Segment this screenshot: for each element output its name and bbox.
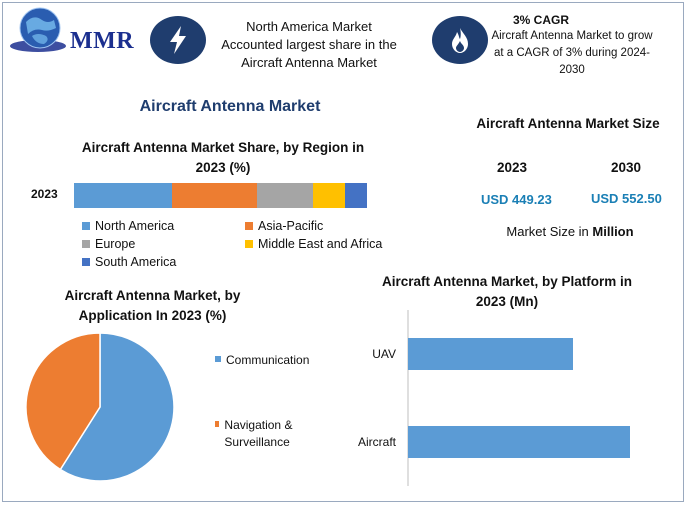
- logo: MMR: [8, 4, 138, 60]
- region-bar-segment-middle-east-and-africa: [312, 183, 345, 208]
- platform-tick-label-aircraft: Aircraft: [358, 435, 397, 449]
- pie-slice-communication: [59, 332, 175, 482]
- region-bar-segment-asia-pacific: [172, 183, 258, 208]
- market-size-value-2023: USD 449.23: [481, 192, 552, 207]
- legend-swatch-asia-pacific: [245, 222, 253, 230]
- platform-tick-label-uav: UAV: [372, 347, 396, 361]
- legend-item-middle-east-africa: Middle East and Africa: [245, 237, 382, 251]
- platform-bar-chart: UAV Aircraft: [358, 310, 630, 486]
- header-text-north-america: North America Market Accounted largest s…: [221, 19, 397, 70]
- market-size-note: Market Size in Million: [470, 224, 670, 239]
- region-stacked-bar: [74, 183, 367, 208]
- header-icon-circle-1: [150, 16, 206, 64]
- main-title: Aircraft Antenna Market: [139, 98, 321, 115]
- logo-text: MMR: [70, 28, 135, 54]
- market-size-note-prefix: Market Size in: [506, 224, 593, 239]
- legend-label-europe: Europe: [95, 237, 136, 251]
- legend-item-north-america: North America: [82, 219, 174, 233]
- cagr-text: Aircraft Antenna Market to grow at a CAG…: [491, 30, 653, 76]
- market-size-value-2030: USD 552.50: [591, 191, 662, 206]
- legend-label-asia-pacific: Asia-Pacific: [258, 219, 324, 233]
- legend-item-south-america: South America: [82, 255, 176, 269]
- legend-swatch-europe: [82, 240, 90, 248]
- pie-slice-navigation-surveillance: [25, 332, 101, 471]
- pie-legend-swatch-communication: [215, 356, 221, 362]
- pie-legend-communication: Communication: [215, 352, 309, 369]
- application-chart-title: Aircraft Antenna Market, by Application …: [64, 288, 241, 323]
- pie-legend-label-navigation: Navigation & Surveillance: [224, 418, 293, 449]
- application-pie-chart: [25, 332, 175, 482]
- cagr-title: 3% CAGR: [512, 13, 569, 27]
- region-bar-segment-europe: [257, 183, 313, 208]
- legend-item-asia-pacific: Asia-Pacific: [245, 219, 323, 233]
- legend-label-north-america: North America: [95, 219, 175, 233]
- pie-legend-swatch-navigation: [215, 421, 220, 427]
- header-icon-circle-2: [432, 16, 488, 64]
- legend-label-middle-east-africa: Middle East and Africa: [258, 237, 383, 251]
- infographic-frame: [2, 2, 684, 502]
- legend-label-south-america: South America: [95, 255, 177, 269]
- market-size-year-2023: 2023: [497, 160, 528, 175]
- market-size-year-2030: 2030: [611, 160, 642, 175]
- platform-chart-title: Aircraft Antenna Market, by Platform in …: [381, 274, 633, 309]
- globe-icon: [10, 7, 66, 52]
- platform-bar-uav: [408, 338, 573, 370]
- market-size-note-unit: Million: [592, 224, 634, 239]
- pie-legend-navigation: Navigation & Surveillance: [215, 417, 325, 451]
- market-size-title: Aircraft Antenna Market Size: [476, 116, 660, 131]
- platform-bar-aircraft: [408, 426, 630, 458]
- legend-swatch-north-america: [82, 222, 90, 230]
- region-chart-title: Aircraft Antenna Market Share, by Region…: [81, 140, 365, 175]
- flame-icon: [452, 28, 468, 53]
- legend-swatch-middle-east-africa: [245, 240, 253, 248]
- region-bar-segment-south-america: [344, 183, 367, 208]
- region-category-label: 2023: [31, 187, 58, 201]
- legend-item-europe: Europe: [82, 237, 135, 251]
- region-bar-segment-north-america: [74, 183, 173, 208]
- pie-legend-label-communication: Communication: [226, 353, 310, 367]
- lightning-icon: [170, 26, 186, 54]
- legend-swatch-south-america: [82, 258, 90, 266]
